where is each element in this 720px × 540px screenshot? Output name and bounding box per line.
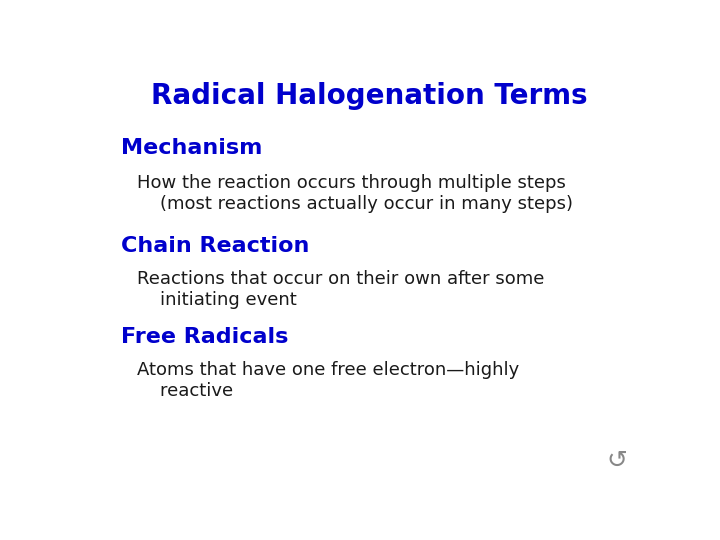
Text: ↺: ↺ [607,449,628,472]
Text: Chain Reaction: Chain Reaction [121,235,309,255]
Text: (most reactions actually occur in many steps): (most reactions actually occur in many s… [138,195,573,213]
Text: reactive: reactive [138,382,233,400]
Text: Free Radicals: Free Radicals [121,327,288,347]
Text: Radical Halogenation Terms: Radical Halogenation Terms [150,82,588,110]
Text: Mechanism: Mechanism [121,138,262,158]
Text: How the reaction occurs through multiple steps: How the reaction occurs through multiple… [138,174,567,192]
Text: Atoms that have one free electron—highly: Atoms that have one free electron—highly [138,361,520,380]
Text: Reactions that occur on their own after some: Reactions that occur on their own after … [138,270,545,288]
Text: initiating event: initiating event [138,291,297,309]
